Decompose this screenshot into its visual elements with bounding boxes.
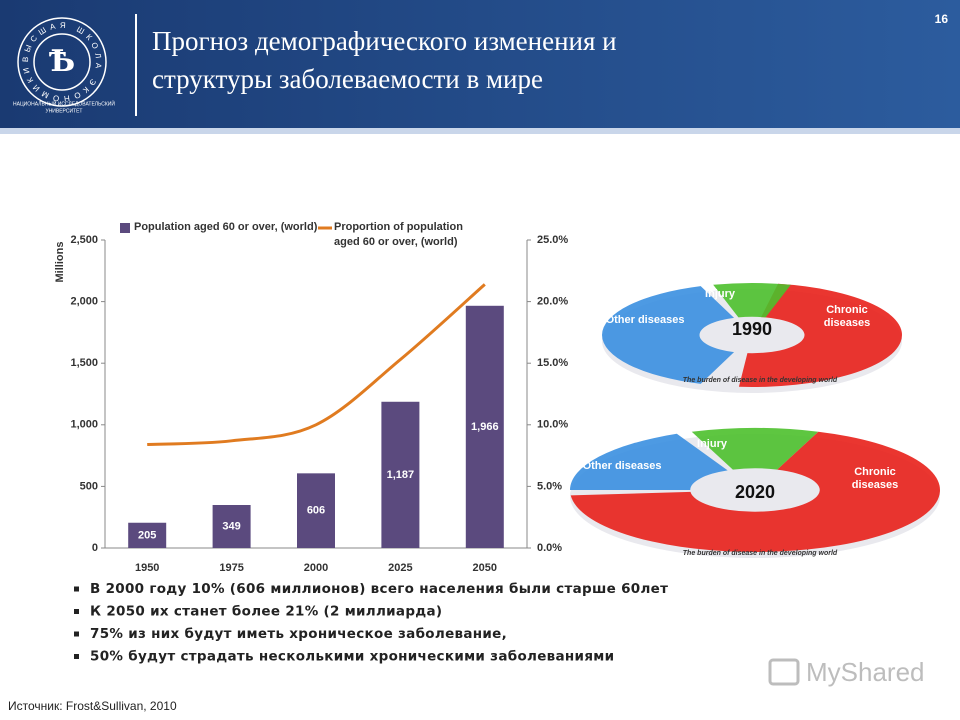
slide-title: структуры заболеваемости в мире: [152, 64, 543, 94]
bar: [381, 401, 420, 548]
donut-segment: [691, 427, 819, 470]
logo-caption: УНИВЕРСИТЕТ: [46, 108, 83, 114]
bullet-text: 50% будут страдать несколькими хроническ…: [90, 649, 614, 665]
bullet-marker: [74, 586, 79, 592]
infographic-label: Chronic diseases: [851, 466, 899, 491]
header-bar: [0, 0, 960, 128]
x-tick-label: 2025: [388, 562, 412, 574]
bullet-text: 75% из них будут иметь хроническое забол…: [90, 626, 507, 642]
line: [147, 283, 486, 447]
watermark: MyShared: [768, 657, 925, 687]
infographic-label: Other diseases: [605, 314, 685, 326]
header-stripe: [0, 128, 960, 134]
logo-mark: Ѣ: [49, 44, 75, 79]
y-tick-label: 1,000: [70, 419, 98, 431]
y2-tick-label: 0.0%: [537, 542, 562, 554]
x-tick-label: 1950: [135, 562, 159, 574]
bullet-marker: [74, 609, 79, 614]
x-tick-label: 1975: [219, 562, 243, 574]
bar-value-label: 349: [222, 520, 240, 532]
y-tick-label: 2,500: [70, 234, 98, 246]
slide-title: Прогноз демографического изменения и: [152, 26, 617, 56]
bar: [212, 505, 251, 548]
infographic-label: Injury: [705, 288, 736, 300]
y-tick-label: 500: [80, 480, 98, 492]
y2-tick-label: 10.0%: [537, 419, 568, 431]
x-tick-label: 2050: [473, 562, 497, 574]
y2-tick-label: 25.0%: [537, 234, 568, 246]
donut-segment: [570, 431, 940, 553]
logo-caption: НАЦИОНАЛЬНЫЙ ИССЛЕДОВАТЕЛЬСКИЙ: [13, 99, 115, 107]
y2-tick-label: 15.0%: [537, 357, 568, 369]
infographic-label-box: Chronic diseases: [851, 466, 899, 491]
infographic-label-box: Chronic diseases: [823, 304, 871, 329]
source: Источник: Frost&Sullivan, 2010: [8, 699, 177, 713]
infographic-label: Chronic diseases: [823, 304, 871, 329]
bar-value-label: 606: [307, 505, 325, 517]
bullet-marker: [74, 654, 79, 659]
watermark-text: MyShared: [806, 657, 925, 687]
infographic-label: Injury: [697, 438, 728, 450]
bar-value-label: 205: [138, 529, 156, 541]
legend-entry: Population aged 60 or over, (world): [134, 221, 318, 233]
watermark-icon: [768, 658, 800, 686]
infographic-label-box: Other diseases: [582, 460, 662, 472]
legend-swatch: [120, 223, 130, 233]
donut-segment: [602, 286, 735, 384]
x-tick-label: 2000: [304, 562, 328, 574]
infographic-year: 1990: [732, 319, 772, 339]
bar-value-label: 1,966: [471, 421, 499, 433]
infographic-label: Other diseases: [582, 460, 662, 472]
page-number: 16: [935, 12, 949, 26]
y2-tick-label: 5.0%: [537, 480, 562, 492]
donut-segment: [570, 433, 728, 490]
legend-label: Proportion of population aged 60 or over…: [334, 221, 463, 248]
bullet-text: В 2000 году 10% (606 миллионов) всего на…: [90, 581, 668, 597]
y-tick-label: 1,500: [70, 357, 98, 369]
legend-label: Population aged 60 or over, (world): [134, 221, 318, 233]
infographic-caption: The burden of disease in the developing …: [683, 550, 838, 557]
donut-segment: [713, 283, 791, 318]
bar: [297, 473, 335, 548]
bar: [465, 305, 504, 548]
bar: [128, 522, 167, 548]
infographic-caption: The burden of disease in the developing …: [683, 377, 838, 384]
logo-inner: [33, 33, 91, 91]
y2-tick-label: 20.0%: [537, 296, 568, 308]
bullet-marker: [74, 631, 79, 637]
logo-ring: [17, 17, 107, 107]
y-axis-label: Millions: [54, 242, 66, 283]
bullet-text: К 2050 их станет более 21% (2 миллиарда): [90, 604, 442, 620]
bar-value-label: 1,187: [387, 469, 415, 481]
y-tick-label: 0: [92, 542, 98, 554]
legend-entry: Proportion of population aged 60 or over…: [334, 221, 463, 248]
infographic-label-box: Other diseases: [605, 314, 685, 326]
infographic-year: 2020: [735, 482, 775, 502]
y-tick-label: 2,000: [70, 296, 98, 308]
donut-segment: [738, 283, 902, 387]
